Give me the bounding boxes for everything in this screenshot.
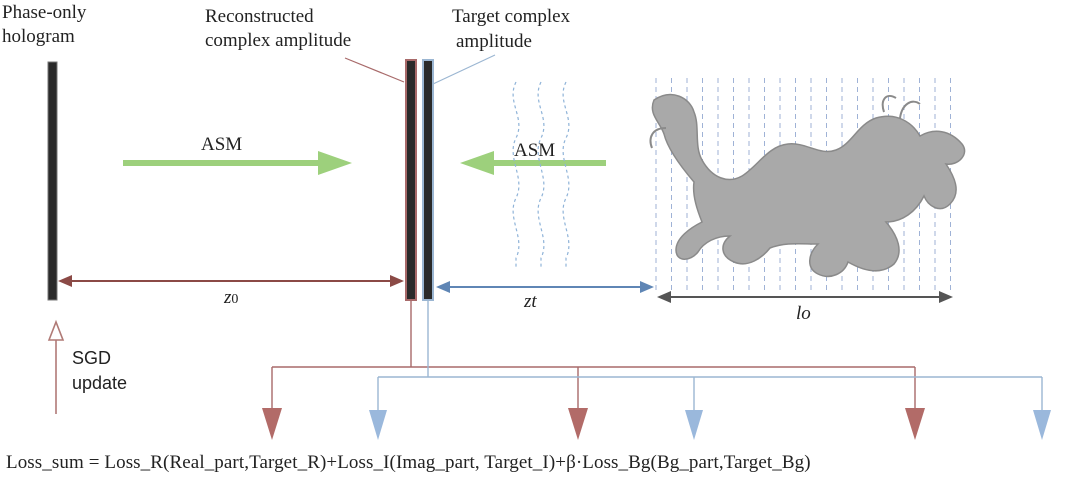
- asm-forward-arrow: [123, 151, 352, 175]
- target-leader-line: [432, 54, 496, 85]
- asm-left-label: ASM: [201, 134, 243, 155]
- sgd-label-line1: SGD: [72, 348, 112, 368]
- loss-equation: Loss_sum = Loss_R(Real_part,Target_R)+Lo…: [6, 452, 811, 473]
- hologram-label-line2: hologram: [2, 26, 75, 47]
- red-distribution-lines: [271, 300, 916, 410]
- red-arrowheads: [262, 408, 925, 440]
- hologram-plate: [47, 61, 58, 301]
- recon-label-line1: Reconstructed: [205, 6, 314, 27]
- target-label-line1: Target complex: [452, 6, 571, 27]
- hologram-label-line1: Phase-only: [2, 2, 87, 23]
- zt-label: zt: [524, 291, 537, 312]
- z0-label: z0: [224, 287, 239, 308]
- target-label-line2: amplitude: [456, 31, 532, 52]
- lo-length-arrow: [657, 291, 953, 303]
- asm-backward-arrow: [460, 151, 606, 175]
- zt-distance-arrow: [436, 281, 654, 293]
- blue-arrowheads: [369, 410, 1051, 440]
- wave-lines: [512, 81, 570, 268]
- blue-distribution-lines: [377, 300, 1043, 412]
- lo-label: lo: [796, 303, 811, 324]
- z0-distance-arrow: [58, 275, 404, 287]
- reconstructed-plate: [405, 59, 417, 301]
- recon-label-line2: complex amplitude: [205, 30, 352, 51]
- sgd-label-line2: update: [72, 373, 128, 393]
- dragon-object: [649, 94, 966, 278]
- asm-right-label: ASM: [514, 140, 556, 161]
- recon-leader-line: [344, 57, 405, 83]
- target-plate: [422, 59, 434, 301]
- sgd-update-arrow: [47, 319, 65, 414]
